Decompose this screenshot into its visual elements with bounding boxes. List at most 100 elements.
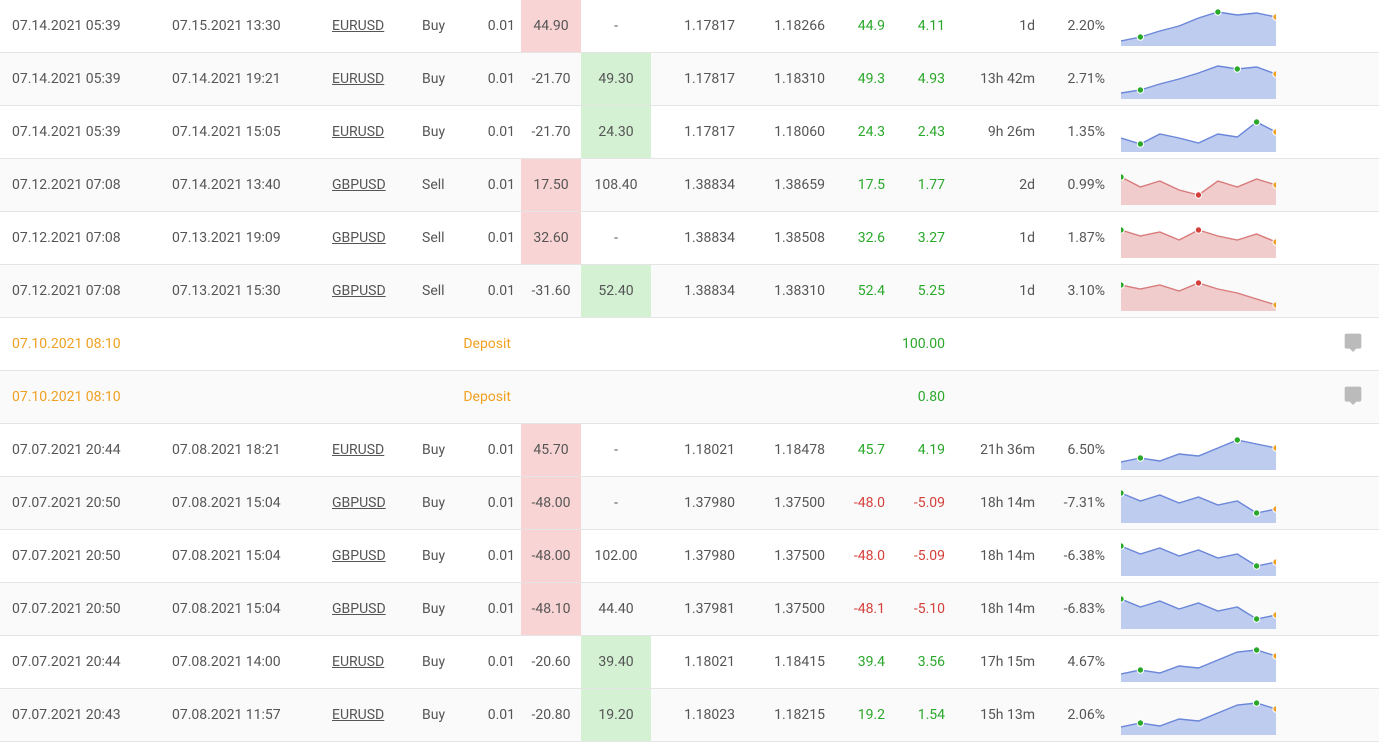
symbol-link[interactable]: EURUSD — [332, 654, 384, 670]
lot-cell: 0.01 — [471, 71, 521, 87]
percent-cell: 0.99% — [1041, 177, 1111, 193]
close-price: 1.18415 — [741, 654, 831, 670]
open-time: 07.07.2021 20:44 — [6, 442, 166, 458]
open-time: 07.14.2021 05:39 — [6, 18, 166, 34]
value1: -48.0 — [831, 495, 891, 511]
close-time: 07.08.2021 15:04 — [166, 601, 326, 617]
open-price: 1.17817 — [651, 71, 741, 87]
deposit-date: 07.10.2021 08:10 — [6, 389, 166, 405]
trades-table: 07.14.2021 05:3907.15.2021 13:30 EURUSD Bu… — [0, 0, 1379, 742]
lot-cell: 0.01 — [471, 283, 521, 299]
duration-cell: 21h 36m — [951, 442, 1041, 458]
open-time: 07.12.2021 07:08 — [6, 177, 166, 193]
close-time: 07.15.2021 13:30 — [166, 18, 326, 34]
value2: 1.77 — [891, 177, 951, 193]
symbol-link[interactable]: GBPUSD — [332, 177, 386, 193]
value1: 52.4 — [831, 283, 891, 299]
close-time: 07.14.2021 19:21 — [166, 71, 326, 87]
close-price: 1.38508 — [741, 230, 831, 246]
close-price: 1.37500 — [741, 495, 831, 511]
value2: 4.93 — [891, 71, 951, 87]
percent-cell: 6.50% — [1041, 442, 1111, 458]
net-cell: 52.40 — [581, 265, 651, 317]
symbol-link[interactable]: GBPUSD — [332, 601, 386, 617]
symbol-link[interactable]: GBPUSD — [332, 548, 386, 564]
value2: 4.19 — [891, 442, 951, 458]
value2: -5.09 — [891, 548, 951, 564]
trade-row: 07.07.2021 20:4407.08.2021 14:00EURUSDBu… — [0, 636, 1379, 689]
chart-cell — [1111, 430, 1333, 470]
value2: 5.25 — [891, 283, 951, 299]
trade-row: 07.14.2021 05:3907.14.2021 15:05EURUSDBu… — [0, 106, 1379, 159]
lot-cell: 0.01 — [471, 177, 521, 193]
pips-cell: -31.60 — [521, 265, 581, 317]
duration-cell: 17h 15m — [951, 654, 1041, 670]
pips-cell: -48.10 — [521, 583, 581, 635]
sparkline-chart — [1121, 642, 1276, 682]
symbol-cell: GBPUSD — [326, 548, 416, 564]
action-cell: Sell — [416, 177, 471, 193]
symbol-link[interactable]: EURUSD — [332, 124, 384, 140]
symbol-link[interactable]: EURUSD — [332, 442, 384, 458]
lot-cell: 0.01 — [471, 495, 521, 511]
sparkline-chart — [1121, 695, 1276, 735]
pips-cell: -48.00 — [521, 477, 581, 529]
close-time: 07.13.2021 19:09 — [166, 230, 326, 246]
sparkline-chart — [1121, 165, 1276, 205]
symbol-link[interactable]: EURUSD — [332, 18, 384, 34]
net-cell: - — [581, 477, 651, 529]
net-cell: 108.40 — [581, 159, 651, 211]
symbol-link[interactable]: EURUSD — [332, 71, 384, 87]
action-cell: Buy — [416, 18, 471, 34]
value1: 17.5 — [831, 177, 891, 193]
close-price: 1.37500 — [741, 601, 831, 617]
sparkline-chart — [1121, 59, 1276, 99]
symbol-cell: EURUSD — [326, 707, 416, 723]
comment-icon[interactable] — [1343, 332, 1363, 356]
chart-cell — [1111, 112, 1333, 152]
close-time: 07.14.2021 15:05 — [166, 124, 326, 140]
lot-cell: 0.01 — [471, 548, 521, 564]
symbol-cell: GBPUSD — [326, 283, 416, 299]
sparkline-chart — [1121, 218, 1276, 258]
net-cell: - — [581, 212, 651, 264]
net-cell: - — [581, 424, 651, 476]
value2: -5.10 — [891, 601, 951, 617]
close-price: 1.18215 — [741, 707, 831, 723]
value1: 44.9 — [831, 18, 891, 34]
symbol-cell: GBPUSD — [326, 177, 416, 193]
symbol-link[interactable]: EURUSD — [332, 707, 384, 723]
action-cell: Buy — [416, 548, 471, 564]
open-time: 07.07.2021 20:43 — [6, 707, 166, 723]
open-price: 1.17817 — [651, 18, 741, 34]
symbol-link[interactable]: GBPUSD — [332, 283, 386, 299]
deposit-date: 07.10.2021 08:10 — [6, 336, 166, 352]
chart-cell — [1111, 589, 1333, 629]
chart-cell — [1111, 271, 1333, 311]
symbol-link[interactable]: GBPUSD — [332, 495, 386, 511]
value1: 45.7 — [831, 442, 891, 458]
symbol-cell: EURUSD — [326, 71, 416, 87]
sparkline-chart — [1121, 271, 1276, 311]
symbol-link[interactable]: GBPUSD — [332, 230, 386, 246]
deposit-row: 07.10.2021 08:10Deposit100.00 — [0, 318, 1379, 371]
duration-cell: 18h 14m — [951, 548, 1041, 564]
comment-icon[interactable] — [1343, 385, 1363, 409]
open-price: 1.38834 — [651, 230, 741, 246]
open-time: 07.07.2021 20:50 — [6, 548, 166, 564]
value2: 3.27 — [891, 230, 951, 246]
value1: -48.0 — [831, 548, 891, 564]
open-time: 07.07.2021 20:44 — [6, 654, 166, 670]
chart-cell — [1111, 6, 1333, 46]
chart-cell — [1111, 695, 1333, 735]
open-time: 07.07.2021 20:50 — [6, 495, 166, 511]
sparkline-chart — [1121, 589, 1276, 629]
trade-row: 07.12.2021 07:0807.13.2021 15:30GBPUSDSe… — [0, 265, 1379, 318]
sparkline-chart — [1121, 430, 1276, 470]
duration-cell: 15h 13m — [951, 707, 1041, 723]
open-price: 1.38834 — [651, 177, 741, 193]
open-price: 1.18021 — [651, 654, 741, 670]
action-cell: Buy — [416, 71, 471, 87]
trade-row: 07.07.2021 20:4307.08.2021 11:57EURUSDBu… — [0, 689, 1379, 742]
trade-row: 07.14.2021 05:3907.15.2021 13:30 EURUSD Bu… — [0, 0, 1379, 53]
